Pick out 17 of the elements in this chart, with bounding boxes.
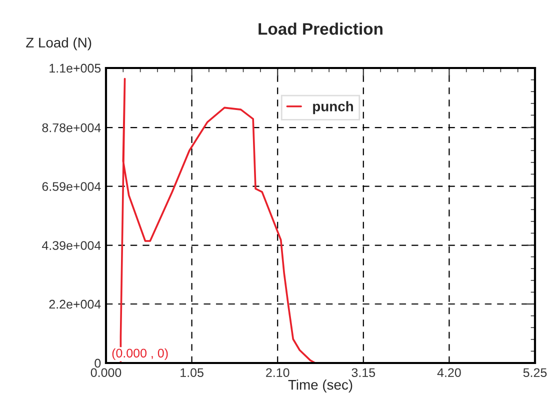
x-tick-label: 4.20 [437, 368, 461, 378]
y-tick-label: 0 [94, 358, 101, 368]
x-tick-label: 1.05 [180, 368, 204, 378]
legend-label: punch [313, 101, 353, 114]
x-axis-title: Time (sec) [288, 380, 352, 392]
annotation: (0.000 , 0) [112, 348, 168, 360]
x-tick-label: 2.10 [266, 368, 290, 378]
chart-title: Load Prediction [258, 22, 382, 35]
y-tick-label: 8.78e+004 [42, 123, 101, 132]
x-tick-label: 3.15 [352, 368, 376, 378]
y-tick-label: 4.39e+004 [42, 241, 101, 250]
y-tick-label: 1.1e+005 [50, 64, 101, 73]
x-tick-label: 0.000 [90, 368, 122, 378]
x-tick-label: 5.25 [523, 368, 547, 378]
y-axis-title: Z Load (N) [26, 37, 92, 50]
y-tick-label: 2.2e+004 [49, 300, 101, 309]
y-tick-label: 6.59e+004 [42, 182, 101, 191]
